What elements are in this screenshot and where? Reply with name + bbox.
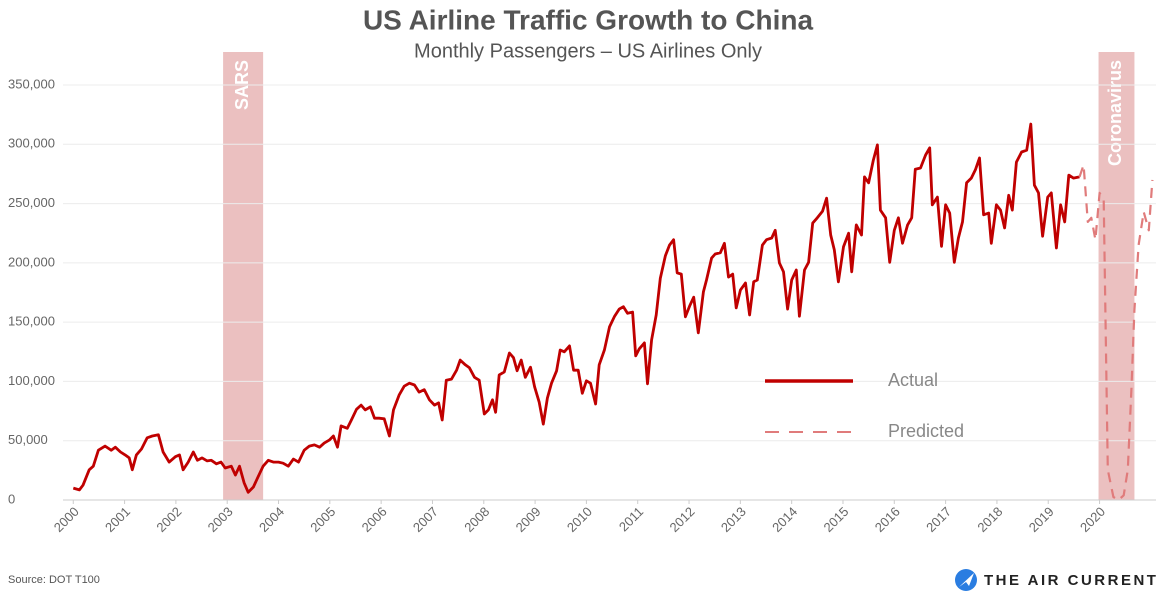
data-line xyxy=(72,122,1080,494)
data-line xyxy=(1078,163,1154,502)
y-tick-label: 200,000 xyxy=(8,254,55,269)
y-tick-label: 350,000 xyxy=(8,76,55,91)
x-tick-label: 2007 xyxy=(410,504,441,535)
source-note: Source: DOT T100 xyxy=(8,574,100,586)
legend-label: Actual xyxy=(888,370,938,390)
x-tick-label: 2003 xyxy=(205,504,236,535)
x-tick-label: 2000 xyxy=(51,504,82,535)
x-tick-label: 2002 xyxy=(153,504,184,535)
x-tick-label: 2006 xyxy=(359,504,390,535)
event-span xyxy=(223,52,264,500)
y-tick-label: 250,000 xyxy=(8,195,55,210)
logo-text: THE AIR CURRENT xyxy=(984,572,1158,589)
y-tick-label: 300,000 xyxy=(8,136,55,151)
event-label: Coronavirus xyxy=(1105,60,1125,166)
legend-label: Predicted xyxy=(888,421,964,441)
x-tick-label: 2009 xyxy=(513,504,544,535)
y-tick-label: 150,000 xyxy=(8,314,55,329)
y-tick-label: 50,000 xyxy=(8,432,48,447)
x-tick-label: 2020 xyxy=(1077,504,1108,535)
chart-title: US Airline Traffic Growth to China xyxy=(363,4,814,35)
x-tick-label: 2012 xyxy=(667,504,698,535)
x-tick-label: 2017 xyxy=(923,504,954,535)
x-tick-label: 2005 xyxy=(307,504,338,535)
x-tick-label: 2014 xyxy=(769,504,800,535)
x-tick-label: 2010 xyxy=(564,504,595,535)
y-tick-label: 100,000 xyxy=(8,373,55,388)
x-tick-label: 2004 xyxy=(256,504,287,535)
x-tick-label: 2008 xyxy=(461,504,492,535)
chart-subtitle: Monthly Passengers – US Airlines Only xyxy=(414,40,762,62)
x-tick-label: 2001 xyxy=(102,504,133,535)
x-tick-label: 2013 xyxy=(718,504,749,535)
x-tick-label: 2018 xyxy=(974,504,1005,535)
y-tick-label: 0 xyxy=(8,491,15,506)
logo-icon xyxy=(955,569,977,591)
x-tick-label: 2011 xyxy=(616,504,646,534)
x-tick-label: 2019 xyxy=(1026,504,1057,535)
x-tick-label: 2016 xyxy=(872,504,903,535)
x-tick-label: 2015 xyxy=(820,504,851,535)
